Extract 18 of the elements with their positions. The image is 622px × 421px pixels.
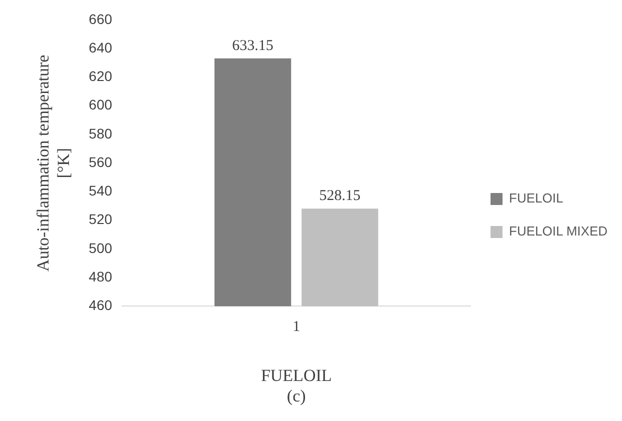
- y-axis-title: Auto-inflammation temperature [°K]: [34, 54, 74, 272]
- legend-label: FUELOIL: [509, 190, 564, 206]
- y-tick-label: 640: [88, 39, 112, 56]
- y-tick-label: 460: [88, 297, 112, 314]
- y-tick-label: 600: [88, 96, 112, 113]
- data-label: 528.15: [319, 188, 361, 204]
- y-tick-label: 480: [88, 268, 112, 284]
- x-tick-label: 1: [292, 319, 300, 336]
- y-tick-label: 620: [88, 68, 112, 84]
- legend-label: FUELOIL MIXED: [509, 224, 608, 239]
- y-tick-label: 560: [88, 154, 112, 170]
- data-label: 633.15: [232, 38, 274, 54]
- y-tick-label: 580: [88, 125, 112, 142]
- y-tick-label: 660: [88, 10, 112, 27]
- y-tick-label: 520: [88, 211, 112, 228]
- x-axis-title: FUELOIL (c): [260, 366, 332, 406]
- y-tick-label: 540: [88, 182, 112, 199]
- y-tick-label: 500: [88, 240, 112, 256]
